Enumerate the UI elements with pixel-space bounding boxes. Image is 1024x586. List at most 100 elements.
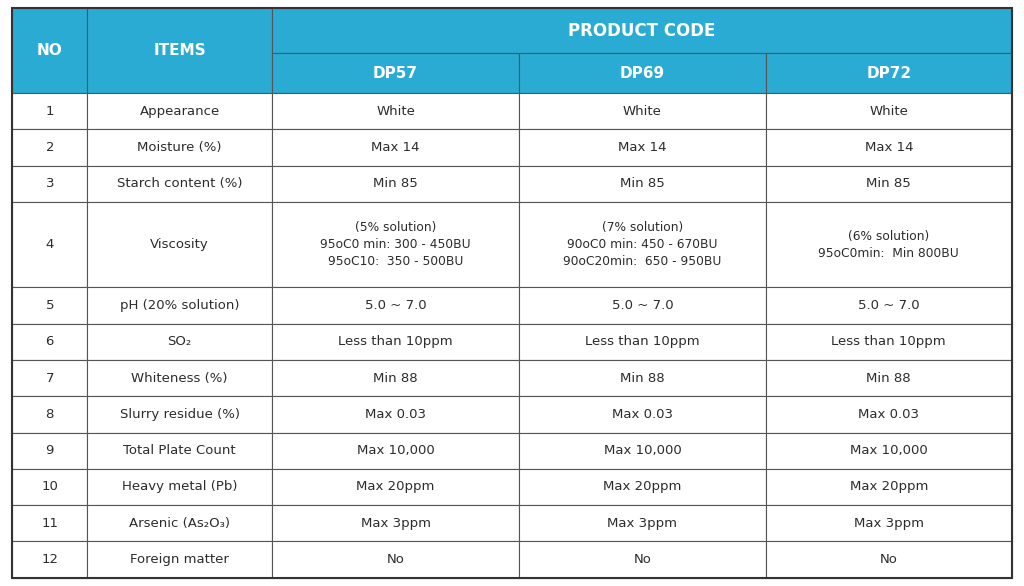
Bar (87, 93, 272, 130)
Text: Arsenic (As₂O₃): Arsenic (As₂O₃) (129, 517, 230, 530)
Bar (87, 287, 272, 323)
Bar (87, 541, 272, 578)
Text: Moisture (%): Moisture (%) (137, 141, 222, 154)
Bar (87, 396, 272, 432)
Bar (272, 323, 519, 360)
Bar (519, 432, 766, 469)
Text: DP57: DP57 (373, 66, 418, 81)
Text: 5: 5 (45, 299, 54, 312)
Text: 8: 8 (46, 408, 54, 421)
Bar (272, 432, 519, 469)
Bar (87, 166, 272, 202)
Bar (766, 505, 1012, 541)
Text: Max 14: Max 14 (618, 141, 667, 154)
Bar (519, 396, 766, 432)
Text: pH (20% solution): pH (20% solution) (120, 299, 240, 312)
Bar (12, 287, 87, 323)
Text: Max 3ppm: Max 3ppm (360, 517, 430, 530)
Text: 9: 9 (46, 444, 54, 457)
Text: (6% solution)
95oC0min:  Min 800BU: (6% solution) 95oC0min: Min 800BU (818, 230, 959, 260)
Bar (519, 53, 766, 93)
Bar (519, 202, 766, 287)
Text: Max 10,000: Max 10,000 (603, 444, 681, 457)
Text: White: White (869, 105, 908, 118)
Bar (272, 130, 519, 166)
Text: SO₂: SO₂ (168, 335, 191, 348)
Text: Min 88: Min 88 (866, 372, 911, 384)
Bar (766, 202, 1012, 287)
Text: Min 85: Min 85 (373, 177, 418, 190)
Bar (272, 396, 519, 432)
Text: Min 85: Min 85 (621, 177, 665, 190)
Text: (5% solution)
95oC0 min: 300 - 450BU
95oC10:  350 - 500BU: (5% solution) 95oC0 min: 300 - 450BU 95o… (321, 221, 471, 268)
Bar (519, 130, 766, 166)
Text: Max 14: Max 14 (372, 141, 420, 154)
Text: (7% solution)
90oC0 min: 450 - 670BU
90oC20min:  650 - 950BU: (7% solution) 90oC0 min: 450 - 670BU 90o… (563, 221, 722, 268)
Bar (766, 323, 1012, 360)
Bar (272, 93, 519, 130)
Text: NO: NO (37, 43, 62, 58)
Text: Less than 10ppm: Less than 10ppm (831, 335, 946, 348)
Text: Min 88: Min 88 (374, 372, 418, 384)
Bar (766, 396, 1012, 432)
Bar (12, 130, 87, 166)
Text: 6: 6 (46, 335, 54, 348)
Bar (12, 93, 87, 130)
Text: 12: 12 (41, 553, 58, 566)
Text: 7: 7 (45, 372, 54, 384)
Bar (12, 323, 87, 360)
Text: Max 20ppm: Max 20ppm (603, 481, 682, 493)
Text: 11: 11 (41, 517, 58, 530)
Bar (519, 505, 766, 541)
Text: No: No (387, 553, 404, 566)
Text: Less than 10ppm: Less than 10ppm (338, 335, 453, 348)
Bar (766, 469, 1012, 505)
Text: Max 20ppm: Max 20ppm (356, 481, 435, 493)
Text: Max 14: Max 14 (864, 141, 913, 154)
Text: DP72: DP72 (866, 66, 911, 81)
Text: Total Plate Count: Total Plate Count (123, 444, 236, 457)
Text: 10: 10 (41, 481, 58, 493)
Bar (766, 360, 1012, 396)
Bar (766, 541, 1012, 578)
Bar (766, 432, 1012, 469)
Bar (87, 323, 272, 360)
Bar (12, 432, 87, 469)
Text: DP69: DP69 (620, 66, 665, 81)
Bar (87, 469, 272, 505)
Text: 3: 3 (45, 177, 54, 190)
Bar (519, 166, 766, 202)
Text: No: No (634, 553, 651, 566)
Bar (12, 469, 87, 505)
Bar (87, 505, 272, 541)
Bar (272, 202, 519, 287)
Text: Slurry residue (%): Slurry residue (%) (120, 408, 240, 421)
Bar (87, 8, 272, 93)
Text: Less than 10ppm: Less than 10ppm (585, 335, 699, 348)
Bar (272, 469, 519, 505)
Bar (519, 360, 766, 396)
Text: White: White (376, 105, 415, 118)
Bar (12, 8, 87, 93)
Bar (12, 396, 87, 432)
Text: Max 10,000: Max 10,000 (850, 444, 928, 457)
Text: Viscosity: Viscosity (151, 238, 209, 251)
Bar (272, 360, 519, 396)
Text: Min 85: Min 85 (866, 177, 911, 190)
Text: Whiteness (%): Whiteness (%) (131, 372, 228, 384)
Text: 5.0 ~ 7.0: 5.0 ~ 7.0 (611, 299, 673, 312)
Bar (12, 360, 87, 396)
Bar (766, 130, 1012, 166)
Text: Max 10,000: Max 10,000 (356, 444, 434, 457)
Text: Max 3ppm: Max 3ppm (854, 517, 924, 530)
Bar (87, 360, 272, 396)
Bar (766, 287, 1012, 323)
Text: Starch content (%): Starch content (%) (117, 177, 243, 190)
Bar (12, 541, 87, 578)
Text: Max 20ppm: Max 20ppm (850, 481, 928, 493)
Text: 5.0 ~ 7.0: 5.0 ~ 7.0 (858, 299, 920, 312)
Bar (87, 130, 272, 166)
Bar (12, 166, 87, 202)
Bar (272, 505, 519, 541)
Bar (519, 287, 766, 323)
